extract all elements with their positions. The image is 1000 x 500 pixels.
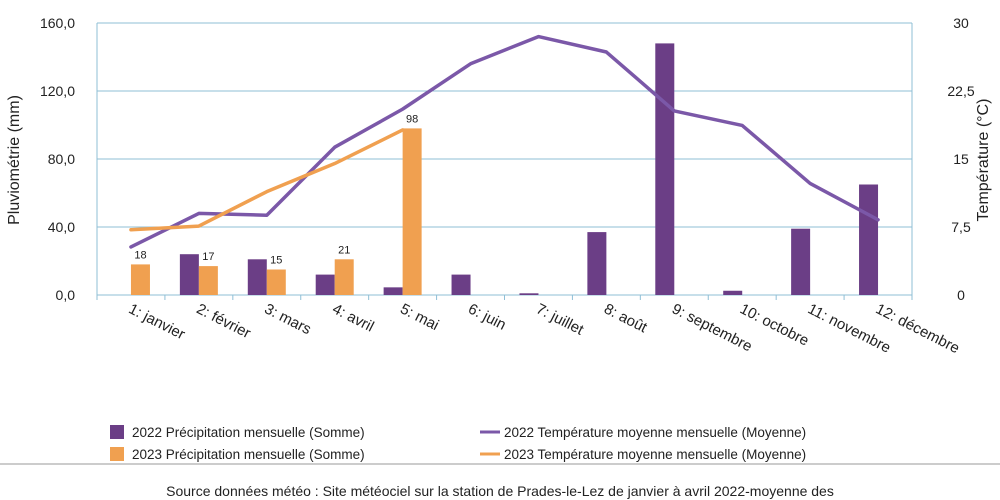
y2-tick-label: 22,5: [947, 83, 974, 99]
bar-2022: [519, 293, 539, 295]
legend-label: 2022 Température moyenne mensuelle (Moye…: [504, 425, 806, 440]
x-tick-label: 7: juillet: [533, 300, 587, 339]
bar-2023: [266, 269, 286, 295]
legend-label: 2023 Température moyenne mensuelle (Moye…: [504, 447, 806, 462]
bar-2022: [723, 290, 743, 295]
bar-2022: [383, 287, 403, 295]
bar-2023: [130, 264, 150, 295]
legend-item-2022-temp: 2022 Température moyenne mensuelle (Moye…: [480, 425, 806, 440]
y2-tick-label: 30: [953, 15, 969, 31]
x-tick-label: 4: avril: [329, 300, 376, 335]
bar-2022: [315, 274, 335, 295]
legend-item-2023-precip: 2023 Précipitation mensuelle (Somme): [110, 447, 365, 462]
bar-2023: [198, 266, 218, 295]
bar-2022: [791, 228, 811, 295]
legend: 2022 Précipitation mensuelle (Somme) 2023…: [110, 425, 806, 462]
bar-2022: [247, 259, 267, 295]
bar-2023: [402, 128, 422, 295]
x-tick-label: 3: mars: [262, 300, 314, 338]
y-tick-label: 80,0: [48, 151, 75, 167]
bar-2022: [451, 274, 471, 295]
legend-label: 2022 Précipitation mensuelle (Somme): [132, 425, 365, 440]
y2-tick-label: 15: [953, 151, 969, 167]
bar-2022: [655, 43, 675, 296]
data-labels: 18 17 15 21 98: [134, 113, 418, 266]
x-tick-label: 8: août: [601, 300, 650, 336]
x-tick-label: 1: janvier: [126, 300, 188, 343]
line-2022-temperature: [129, 34, 880, 249]
source-note: Source données météo : Site météociel su…: [166, 483, 834, 499]
line-2023-temperature: [129, 128, 405, 232]
bar-data-label: 18: [134, 249, 146, 261]
axes: 0,0 40,0 80,0 120,0 160,0 0 7,5 15 22,5 30 1: janv…: [40, 15, 975, 357]
legend-label: 2023 Précipitation mensuelle (Somme): [132, 447, 365, 462]
legend-item-2023-temp: 2023 Température moyenne mensuelle (Moye…: [480, 447, 806, 462]
bar-2022: [587, 232, 607, 295]
bars: [130, 43, 879, 296]
y-tick-label: 40,0: [48, 219, 75, 235]
bar-data-label: 98: [406, 113, 418, 125]
x-tick-label: 5: mai: [397, 300, 441, 334]
legend-swatch: [110, 425, 124, 439]
legend-swatch: [110, 447, 124, 461]
y-axis-title-left: Pluviométrie (mm): [6, 95, 23, 225]
legend-item-2022-precip: 2022 Précipitation mensuelle (Somme): [110, 425, 365, 440]
y-tick-label: 160,0: [40, 15, 75, 31]
bar-data-label: 21: [338, 244, 350, 256]
bar-2023: [334, 259, 354, 295]
gridlines: [97, 22, 912, 296]
bar-2022: [859, 184, 879, 295]
y-tick-label: 0,0: [56, 287, 76, 303]
lines: [129, 34, 880, 249]
bar-2022: [179, 254, 199, 295]
x-tick-label: 6: juin: [465, 300, 508, 333]
bar-data-label: 17: [202, 251, 214, 263]
y-tick-label: 120,0: [40, 83, 75, 99]
y2-tick-label: 7,5: [951, 219, 971, 235]
x-tick-label: 2: février: [194, 300, 254, 342]
y-axis-title-right: Température (°C): [975, 99, 992, 222]
y2-tick-label: 0: [957, 287, 965, 303]
bar-data-label: 15: [270, 255, 282, 267]
